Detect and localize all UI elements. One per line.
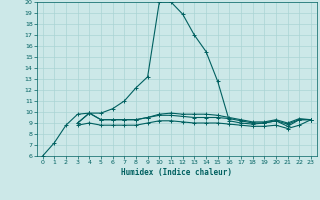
X-axis label: Humidex (Indice chaleur): Humidex (Indice chaleur) bbox=[121, 168, 232, 177]
